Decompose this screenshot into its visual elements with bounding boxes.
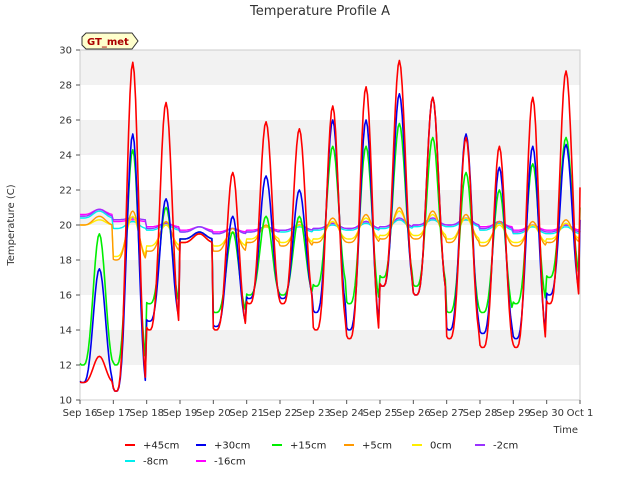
grid-band <box>80 295 580 330</box>
legend-label: +15cm <box>290 441 326 452</box>
grid-band <box>80 225 580 260</box>
x-tick-label: Sep 25 <box>363 408 398 419</box>
x-tick-label: Sep 21 <box>229 408 264 419</box>
x-tick-label: Sep 29 <box>496 408 531 419</box>
x-tick-label: Sep 22 <box>263 408 298 419</box>
x-tick-label: Sep 16 <box>63 408 98 419</box>
grid-band <box>80 365 580 400</box>
x-axis-title: Time <box>553 425 578 436</box>
y-tick-label: 22 <box>59 186 72 197</box>
x-tick-label: Sep 17 <box>96 408 131 419</box>
grid-band <box>80 85 580 120</box>
series-line-plus45cm <box>79 59 581 393</box>
grid-band <box>80 260 580 295</box>
legend-label: +5cm <box>362 441 392 452</box>
chart-title: Temperature Profile A <box>249 4 390 19</box>
series-line-0cm <box>79 210 581 258</box>
y-tick-label: 30 <box>59 46 72 57</box>
gt-met-label: GT_met <box>87 37 129 48</box>
y-tick-label: 18 <box>59 256 72 267</box>
y-tick-label: 12 <box>59 361 72 372</box>
x-tick-label: Oct 1 <box>567 408 594 419</box>
y-tick-label: 24 <box>59 151 72 162</box>
y-tick-label: 14 <box>59 326 72 337</box>
grid-band <box>80 50 580 85</box>
x-tick-label: Sep 26 <box>396 408 431 419</box>
series-lines <box>79 59 581 393</box>
x-tick-label: Sep 30 <box>529 408 564 419</box>
y-tick-label: 20 <box>59 221 72 232</box>
y-axis-ticks: 10 12 14 16 18 20 22 24 26 28 30 <box>59 46 80 407</box>
x-tick-label: Sep 27 <box>429 408 464 419</box>
legend-label: 0cm <box>430 441 452 452</box>
series-line-plus5cm <box>79 206 581 261</box>
legend-label: -2cm <box>493 441 518 452</box>
legend-label: +45cm <box>143 441 179 452</box>
gt-met-badge: GT_met <box>81 32 139 50</box>
y-tick-label: 28 <box>59 81 72 92</box>
x-tick-label: Sep 28 <box>463 408 498 419</box>
y-tick-label: 10 <box>59 396 72 407</box>
grid-band <box>80 330 580 365</box>
legend-label: -16cm <box>214 457 246 468</box>
y-tick-label: 26 <box>59 116 72 127</box>
legend: +45cm +30cm +15cm +5cm 0cm -2cm -8cm -16cm <box>125 441 518 468</box>
x-tick-label: Sep 23 <box>296 408 331 419</box>
legend-label: +30cm <box>214 441 250 452</box>
y-axis-title: Temperature (C) <box>6 184 17 266</box>
y-tick-label: 16 <box>59 291 72 302</box>
x-tick-label: Sep 19 <box>163 408 198 419</box>
x-tick-label: Sep 20 <box>196 408 231 419</box>
x-tick-label: Sep 18 <box>129 408 164 419</box>
x-tick-label: Sep 24 <box>329 408 364 419</box>
legend-label: -8cm <box>143 457 168 468</box>
